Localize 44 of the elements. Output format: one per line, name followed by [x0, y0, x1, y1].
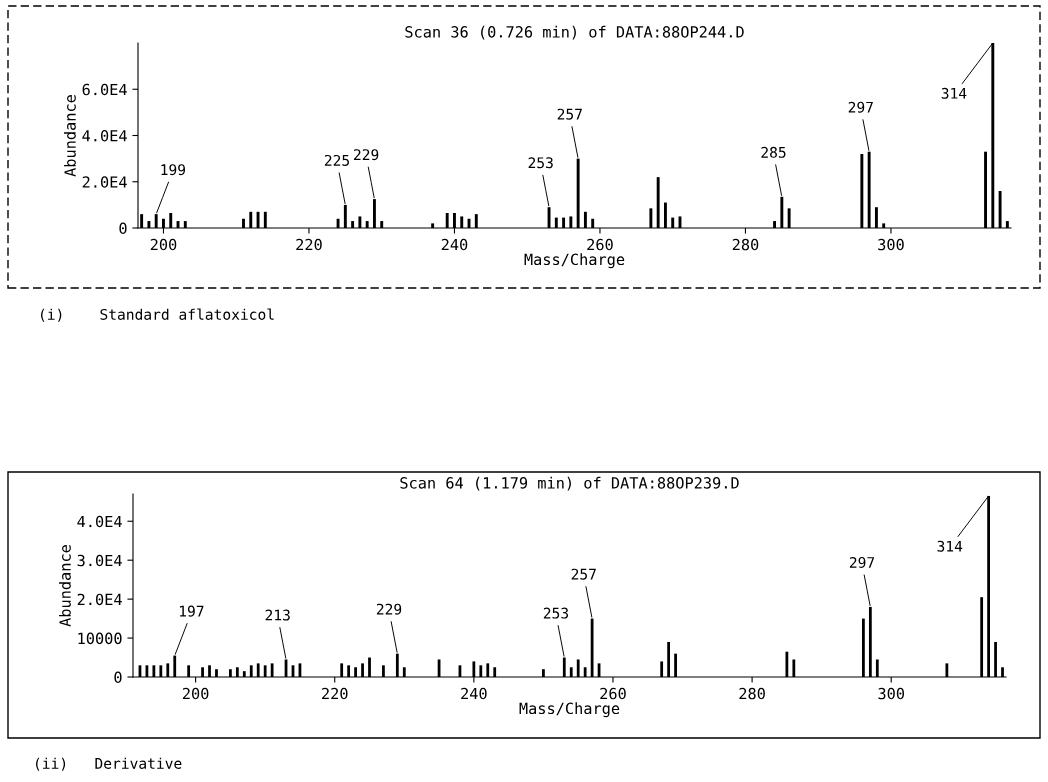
x-tick-label: 220 [296, 238, 322, 251]
x-tick-label: 280 [739, 687, 765, 700]
x-axis-title: Mass/Charge [524, 253, 625, 269]
annotation: 225 [324, 154, 350, 166]
chart-title: Scan 36 (0.726 min) of DATA:88OP244.D [405, 25, 744, 40]
annotation: 314 [941, 87, 967, 99]
annotation: 297 [848, 101, 873, 113]
annotation: 314 [937, 540, 963, 552]
x-tick-label: 240 [461, 687, 487, 700]
x-tick-label: 200 [150, 238, 177, 251]
x-axis-title: Mass/Charge [519, 702, 620, 718]
y-axis-title: Abundance [64, 95, 76, 177]
y-tick-label: 0 [114, 671, 122, 684]
y-tick-label: 4.0E4 [77, 515, 122, 528]
x-tick-label: 240 [441, 238, 468, 251]
y-tick-label: 10000 [78, 632, 122, 645]
annotation: 229 [376, 603, 402, 615]
y-tick-label: 3.0E4 [77, 554, 122, 567]
y-tick-label: 0 [119, 222, 127, 235]
text: (ii) Derivative [36, 757, 182, 771]
x-tick-label: 280 [732, 238, 759, 251]
y-tick-label: 6.0E4 [82, 83, 127, 96]
x-tick-label: 260 [587, 238, 613, 251]
chart-title: Scan 64 (1.179 min) of DATA:88OP239.D [400, 476, 739, 491]
x-tick-label: 220 [322, 687, 348, 700]
annotation: 297 [849, 556, 875, 568]
y-tick-label: 2.0E4 [77, 593, 122, 606]
x-tick-label: 260 [600, 687, 626, 700]
annotation: 229 [354, 149, 379, 161]
text: (i) Standard aflatoxicol [41, 308, 274, 322]
x-tick-label: 200 [182, 687, 209, 700]
annotation: 213 [265, 609, 290, 621]
annotation: 253 [528, 157, 553, 169]
annotation: 285 [761, 146, 786, 158]
y-tick-label: 2.0E4 [82, 176, 127, 188]
y-tick-label: 4.0E4 [82, 130, 127, 142]
annotation: 257 [557, 108, 582, 120]
x-tick-label: 300 [878, 687, 905, 700]
annotation: 257 [571, 568, 596, 580]
annotation: 197 [179, 605, 204, 617]
y-axis-title: Abundance [59, 545, 71, 627]
x-tick-label: 300 [878, 238, 904, 251]
annotation: 199 [161, 164, 186, 176]
annotation: 253 [543, 607, 569, 619]
